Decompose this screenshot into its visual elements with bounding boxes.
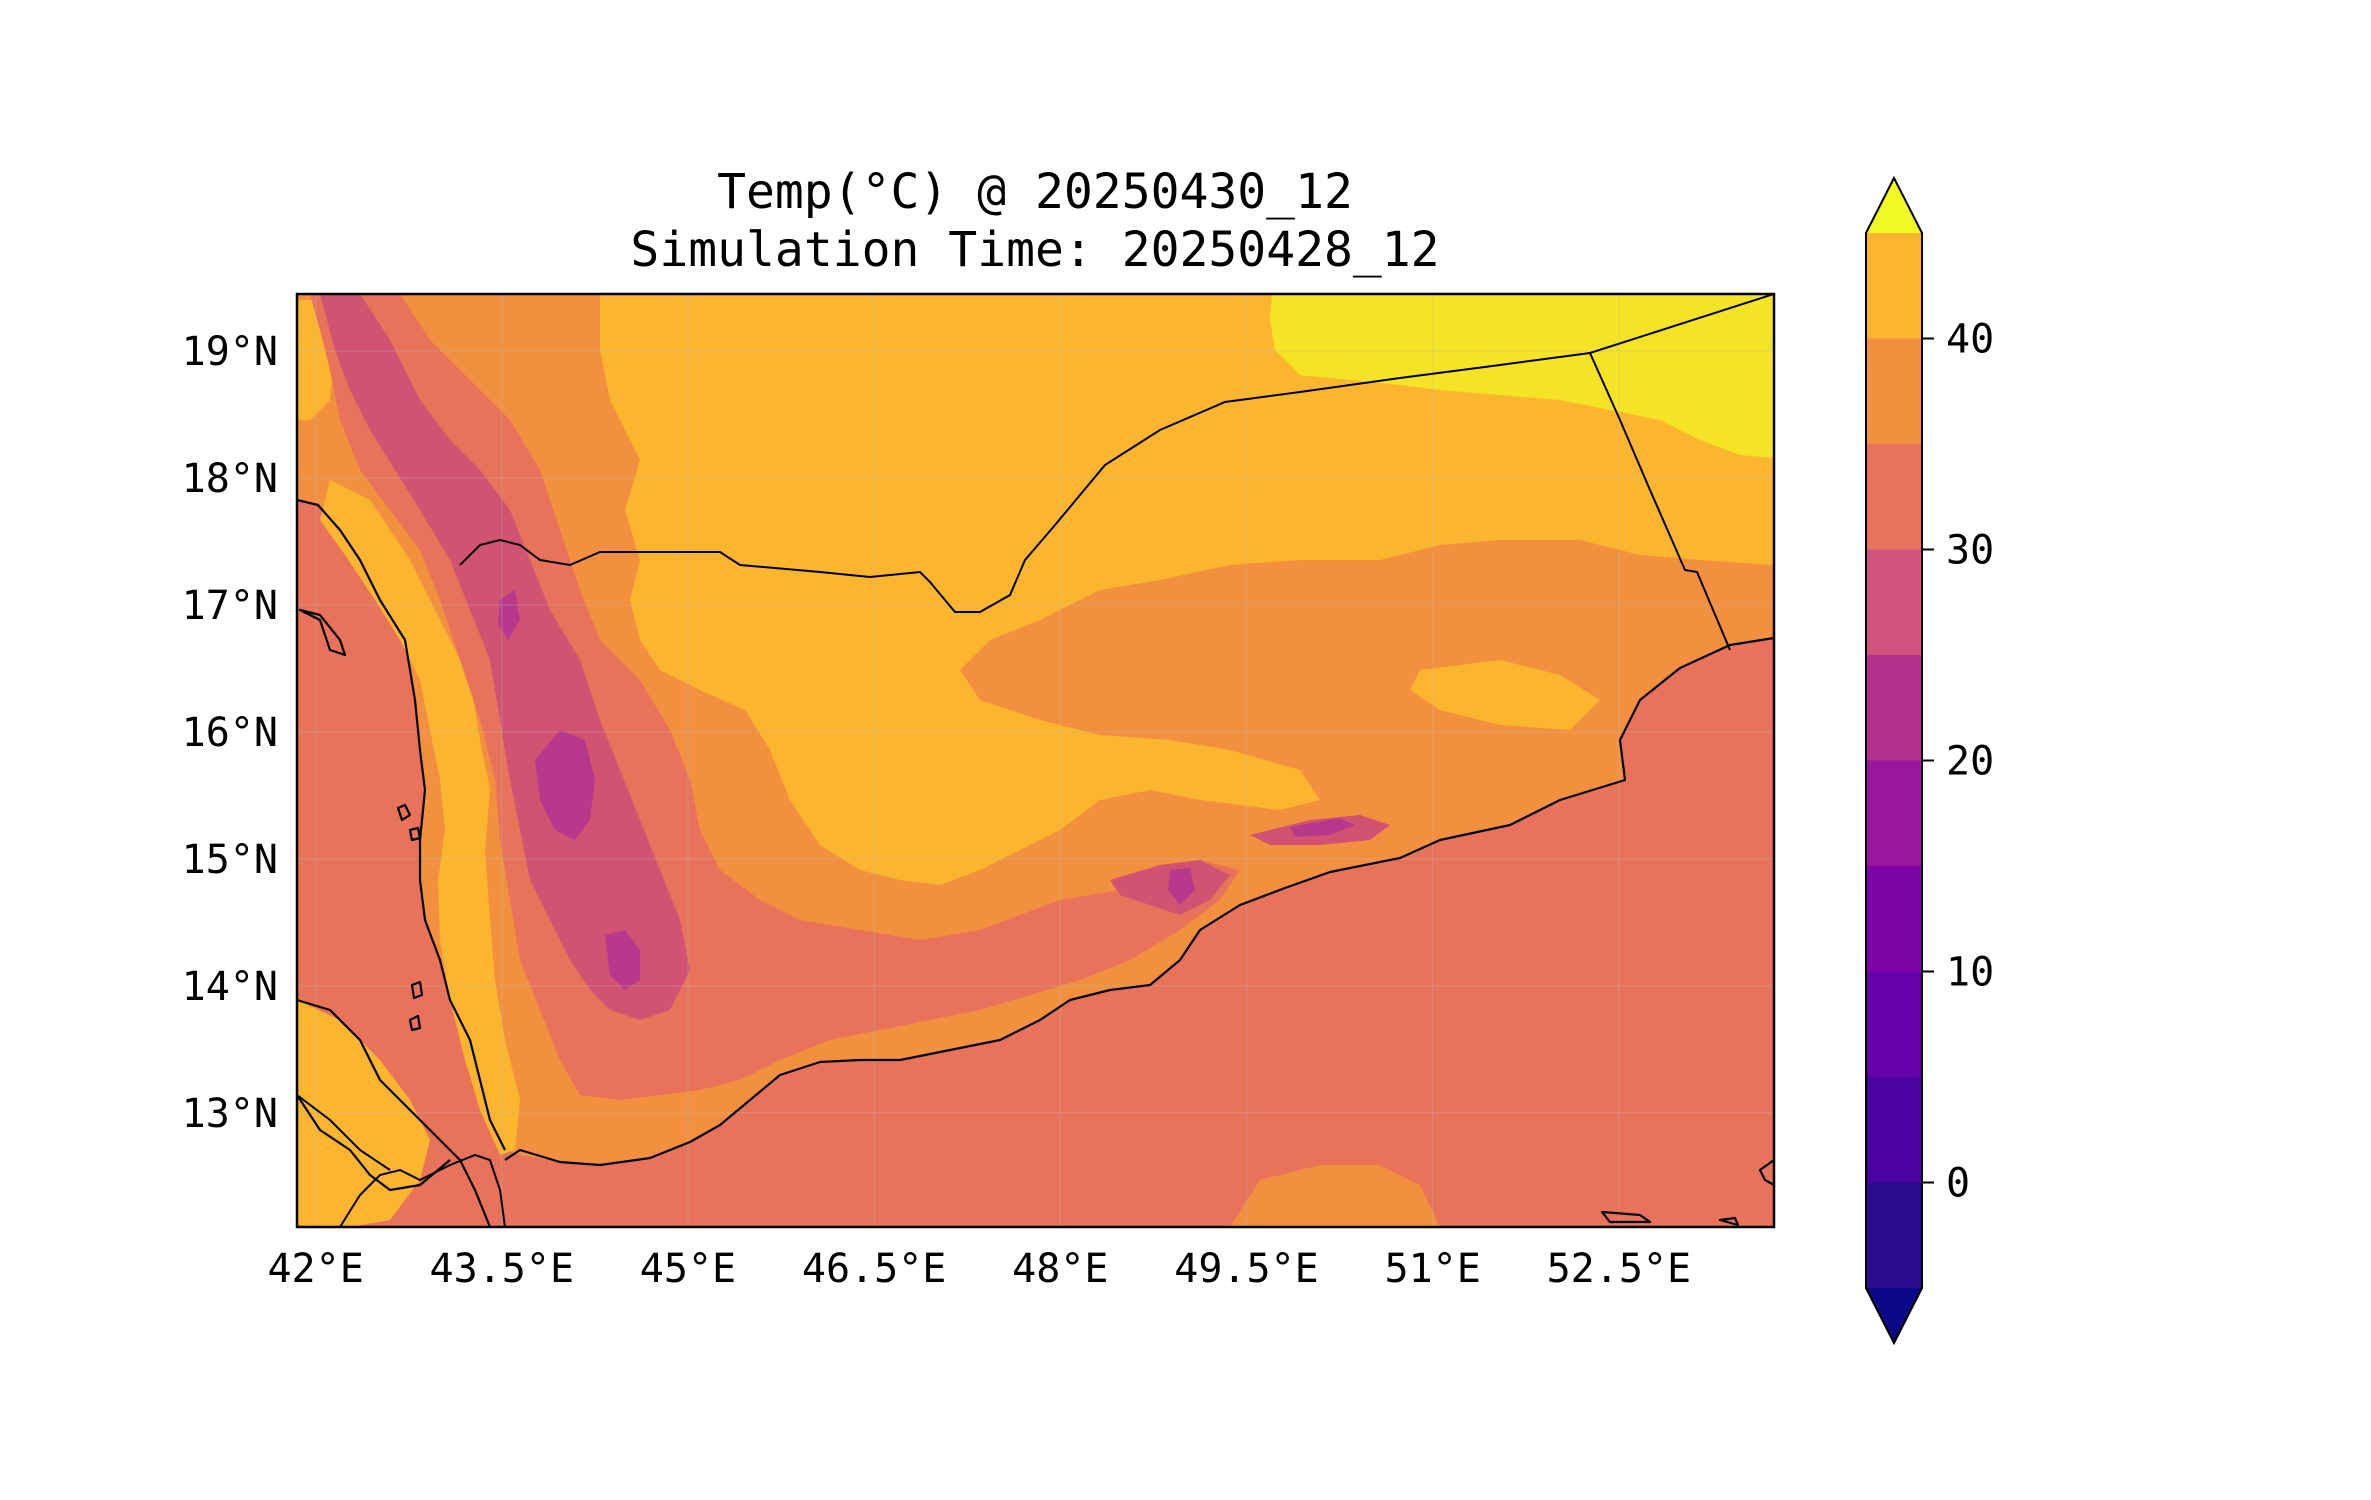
x-tick-label: 46.5°E [802, 1246, 947, 1292]
colorbar-band [1866, 444, 1922, 550]
map-panel [295, 292, 1776, 1229]
colorbar-tick-label: 40 [1946, 317, 1994, 363]
coastline-arabia-red-sea [297, 498, 506, 1151]
colorbar-tick-label: 0 [1946, 1161, 1970, 1207]
y-tick-label: 19°N [182, 329, 278, 375]
x-tick-label: 45°E [640, 1246, 736, 1292]
colorbar-extend-min [1866, 1288, 1922, 1343]
colorbar-band [1866, 1182, 1922, 1288]
border-eritrea-djibouti [339, 1153, 506, 1227]
colorbar-tick-label: 30 [1946, 528, 1994, 574]
x-tick-label: 49.5°E [1174, 1246, 1319, 1292]
colorbar-band [1866, 866, 1922, 972]
y-tick-label: 17°N [182, 583, 278, 629]
y-tick-label: 13°N [182, 1091, 278, 1137]
border-yemen-oman [1589, 352, 1731, 651]
x-axis-ticks: 42°E 43.5°E 45°E 46.5°E 48°E 49.5°E 51°E 52.5°E [267, 1246, 1691, 1292]
x-tick-label: 42°E [267, 1246, 363, 1292]
y-tick-label: 16°N [182, 710, 278, 756]
coastline-socotra [1600, 1210, 1740, 1227]
y-tick-label: 15°N [182, 837, 278, 883]
coastline-eritrea [297, 998, 492, 1227]
highland-temp-15-20-b [605, 930, 640, 990]
x-tick-label: 43.5°E [430, 1246, 575, 1292]
colorbar-tick-label: 10 [1946, 950, 1994, 996]
colorbar-extend-max [1866, 178, 1922, 233]
colorbar-band [1866, 233, 1922, 339]
coastline-somalia [1758, 1158, 1774, 1187]
title-line-2: Simulation Time: 20250428_12 [630, 222, 1439, 278]
y-axis-ticks: 19°N 18°N 17°N 16°N 15°N 14°N 13°N [182, 329, 278, 1137]
border-saudi-yemen [459, 294, 1774, 613]
gridlines [297, 294, 1774, 1227]
colorbar-band [1866, 971, 1922, 1077]
coastline-arabia-south [504, 636, 1774, 1167]
coastline-africa-horn [297, 1094, 451, 1192]
land-temp-35-40-east [1410, 660, 1600, 730]
highland-temp-15-20-a [535, 730, 595, 840]
highland-temp-15-20-e [1168, 868, 1195, 905]
highland-temp-20-25 [320, 294, 690, 1020]
map-frame [295, 292, 1776, 1229]
y-tick-label: 14°N [182, 964, 278, 1010]
colorbar-band [1866, 655, 1922, 761]
coastline-islands-2 [396, 803, 424, 1032]
colorbar: 0 10 20 30 40 [1865, 175, 1994, 1346]
land-temp-35-40-red-sea-coast [320, 480, 520, 1155]
coastline-island [298, 608, 347, 657]
colorbar-tick-label: 20 [1946, 739, 1994, 785]
y-tick-label: 18°N [182, 456, 278, 502]
border-ethiopia [297, 1094, 391, 1171]
colorbar-band [1866, 338, 1922, 444]
highland-temp-15-20-c [498, 590, 520, 640]
colorbar-outline [1865, 175, 1923, 1346]
highland-temp-15-20-d [1290, 818, 1355, 837]
land-temp-35-40-south-sea [1230, 1165, 1440, 1227]
x-tick-label: 51°E [1385, 1246, 1481, 1292]
colorbar-band [1866, 549, 1922, 655]
x-tick-label: 52.5°E [1547, 1246, 1692, 1292]
land-temp-35-40 [600, 294, 1774, 885]
x-tick-label: 48°E [1012, 1246, 1108, 1292]
colorbar-band [1866, 760, 1922, 866]
colorbar-band [1866, 1077, 1922, 1183]
title-line-1: Temp(°C) @ 20250430_12 [717, 164, 1353, 220]
